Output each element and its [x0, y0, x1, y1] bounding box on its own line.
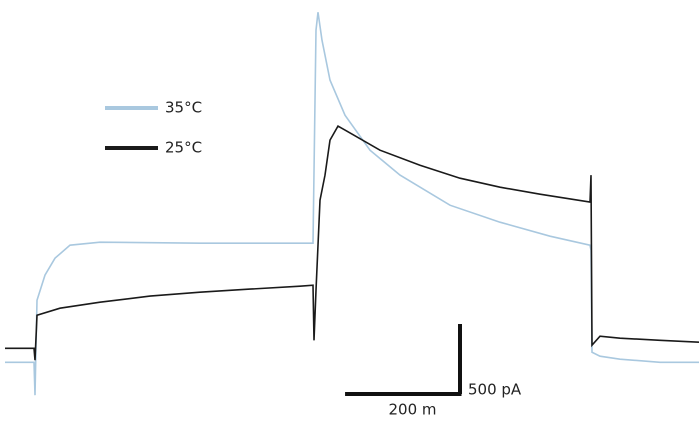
legend-label: 25°C [165, 139, 202, 157]
trace [5, 125, 699, 361]
trace [5, 12, 699, 396]
legend-label: 35°C [165, 99, 202, 117]
scale-label-y: 500 pA [468, 381, 522, 399]
scale-label-x: 200 m [389, 401, 437, 419]
